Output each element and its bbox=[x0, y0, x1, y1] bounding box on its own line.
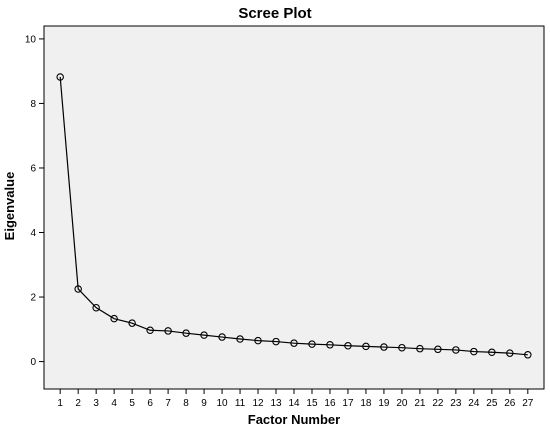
x-tick-label: 21 bbox=[414, 398, 426, 409]
x-tick-label: 16 bbox=[324, 398, 336, 409]
y-tick-label: 6 bbox=[30, 163, 36, 174]
plot-area bbox=[43, 25, 545, 390]
data-point bbox=[362, 342, 370, 351]
data-point bbox=[164, 327, 172, 335]
x-tick-label: 18 bbox=[360, 398, 372, 409]
x-tick-label: 15 bbox=[306, 398, 318, 409]
x-tick-label: 12 bbox=[252, 398, 264, 409]
y-axis-label: Eigenvalue bbox=[2, 172, 17, 241]
data-point bbox=[308, 340, 316, 348]
data-point bbox=[344, 342, 352, 350]
data-point bbox=[56, 73, 64, 81]
x-tick-label: 26 bbox=[504, 398, 516, 409]
y-tick-label: 10 bbox=[25, 34, 37, 45]
y-tick-label: 0 bbox=[30, 357, 36, 368]
data-point bbox=[380, 343, 388, 351]
y-axis: 0 2 4 6 8 10 bbox=[25, 34, 44, 368]
x-tick-label: 13 bbox=[270, 398, 282, 409]
data-point bbox=[200, 331, 208, 339]
x-tick-label: 11 bbox=[235, 398, 246, 409]
x-tick-label: 6 bbox=[147, 398, 153, 409]
data-point bbox=[272, 337, 280, 346]
x-tick-label: 27 bbox=[522, 398, 534, 409]
x-tick-label: 22 bbox=[432, 398, 444, 409]
y-tick-label: 4 bbox=[30, 228, 36, 239]
x-tick-label: 24 bbox=[468, 398, 480, 409]
data-point bbox=[524, 351, 532, 359]
data-point bbox=[470, 347, 478, 356]
x-tick-label: 17 bbox=[342, 398, 354, 409]
x-tick-label: 3 bbox=[93, 398, 99, 409]
data-point bbox=[74, 285, 82, 293]
y-tick-label: 2 bbox=[30, 293, 36, 304]
data-point bbox=[326, 341, 334, 349]
x-tick-label: 10 bbox=[216, 398, 228, 409]
data-point bbox=[146, 326, 154, 335]
x-tick-label: 25 bbox=[486, 398, 498, 409]
x-tick-label: 19 bbox=[378, 398, 390, 409]
data-point bbox=[434, 345, 442, 354]
data-point bbox=[218, 333, 226, 341]
data-point bbox=[506, 349, 514, 357]
data-point bbox=[254, 336, 262, 345]
data-point bbox=[290, 339, 298, 347]
x-tick-label: 7 bbox=[165, 398, 171, 409]
data-point bbox=[182, 329, 190, 337]
x-axis-label: Factor Number bbox=[248, 412, 340, 427]
data-point bbox=[398, 343, 406, 352]
x-tick-label: 1 bbox=[57, 398, 63, 409]
data-point bbox=[92, 303, 100, 312]
x-tick-label: 4 bbox=[111, 398, 117, 409]
data-point bbox=[110, 314, 118, 323]
x-tick-label: 2 bbox=[75, 398, 81, 409]
data-point bbox=[236, 335, 244, 343]
data-point bbox=[416, 344, 424, 353]
series-line bbox=[59, 76, 528, 356]
x-axis: 1 2 3 4 5 6 7 8 9 10 11 12 13 14 15 16 17 18 19 20 21 22 23 24 2… bbox=[57, 389, 534, 409]
x-tick-label: 8 bbox=[183, 398, 189, 409]
chart-title: Scree Plot bbox=[238, 5, 311, 22]
data-point bbox=[452, 346, 460, 354]
x-tick-label: 5 bbox=[129, 398, 135, 409]
x-tick-label: 23 bbox=[450, 398, 462, 409]
x-tick-label: 20 bbox=[396, 398, 408, 409]
data-point bbox=[488, 348, 496, 356]
y-tick-label: 8 bbox=[30, 99, 36, 110]
series-layer bbox=[56, 73, 532, 359]
data-point bbox=[128, 319, 136, 327]
x-tick-label: 9 bbox=[201, 398, 207, 409]
x-tick-label: 14 bbox=[288, 398, 300, 409]
